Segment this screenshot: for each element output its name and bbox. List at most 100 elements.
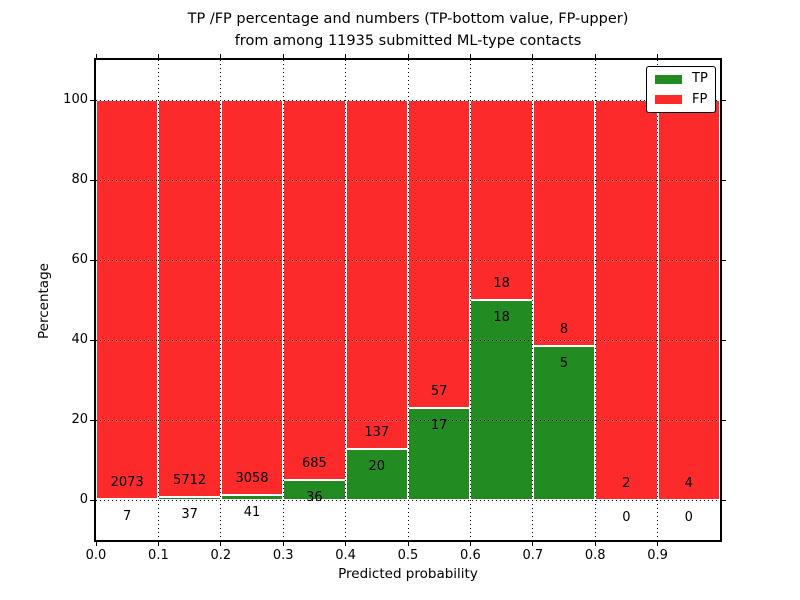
x-tick-top	[157, 54, 159, 58]
bar-segment-fp	[470, 100, 533, 300]
fp-count-label: 2	[622, 476, 631, 491]
y-tick-left	[90, 419, 94, 421]
tp-count-label: 20	[368, 459, 386, 475]
x-tick-bottom	[282, 542, 284, 546]
x-tick-bottom	[95, 542, 97, 546]
x-tick-label: 0.8	[584, 548, 606, 563]
tp-count-label: 36	[306, 490, 323, 506]
bar-segment-tp	[283, 480, 346, 500]
plot-area: 2073 7 5712 37 3058 41 685 36 137 20 57 17 18 18 8 5 2 0 4…	[94, 58, 722, 542]
fp-count-label: 3058	[235, 470, 269, 486]
x-tick-bottom	[407, 542, 409, 546]
tp-count-label: 0	[684, 510, 693, 525]
x-tick-bottom	[345, 542, 347, 546]
x-tick-top	[220, 54, 222, 58]
x-tick-label: 0.0	[85, 548, 107, 563]
y-tick-label: 40	[71, 332, 88, 347]
horizontal-gridline	[96, 179, 720, 181]
x-tick-top	[95, 54, 97, 58]
vertical-gridline	[594, 60, 596, 540]
tp-count-label: 37	[181, 507, 198, 523]
x-tick-label: 0.3	[272, 548, 294, 563]
x-tick-bottom	[594, 542, 596, 546]
bar-segment-fp	[283, 100, 346, 481]
bar-segment-tp	[470, 300, 533, 500]
tp-count-label: 41	[243, 504, 261, 520]
x-tick-label: 0.1	[148, 548, 169, 563]
legend-item-label: FP	[692, 91, 708, 107]
x-tick-top	[657, 54, 659, 58]
x-tick-bottom	[657, 542, 659, 546]
y-tick-right	[722, 499, 726, 501]
legend-item-tp: TP	[647, 71, 715, 87]
legend-item-fp: FP	[647, 92, 715, 108]
tp-count-label: 17	[430, 418, 448, 434]
fp-count-label: 137	[364, 425, 390, 441]
y-tick-right	[722, 339, 726, 341]
fp-count-label: 8	[559, 322, 569, 338]
y-tick-right	[722, 419, 726, 421]
bar-segment-fp	[657, 100, 720, 500]
x-tick-bottom	[157, 542, 159, 546]
x-axis-label: Predicted probability	[338, 566, 478, 582]
x-tick-top	[407, 54, 409, 58]
tp-count-label: 18	[493, 310, 510, 325]
y-tick-left	[90, 499, 94, 501]
bar-segment-tp	[408, 408, 471, 500]
bar-segment-fp	[345, 100, 408, 450]
bar-segment-fp	[158, 100, 221, 498]
x-tick-label: 0.4	[335, 548, 356, 563]
y-tick-label: 20	[71, 412, 88, 427]
vertical-gridline	[532, 60, 534, 540]
vertical-gridline	[469, 60, 471, 540]
y-tick-label: 100	[63, 92, 88, 107]
legend-item-label: TP	[692, 71, 708, 87]
y-tick-right	[722, 259, 726, 261]
bar-segment-fp	[595, 100, 658, 500]
chart-title-line1: TP /FP percentage and numbers (TP-bottom…	[187, 11, 629, 27]
y-tick-label: 0	[79, 492, 88, 507]
horizontal-gridline	[96, 99, 720, 101]
horizontal-gridline	[96, 259, 720, 261]
x-tick-label: 0.9	[647, 548, 668, 563]
fp-swatch-icon	[655, 95, 682, 105]
x-tick-bottom	[532, 542, 534, 546]
y-tick-left	[90, 259, 94, 261]
bar-segment-tp	[220, 494, 284, 500]
fp-count-label: 18	[493, 276, 510, 291]
tp-swatch-icon	[655, 74, 682, 84]
y-tick-left	[90, 99, 94, 101]
x-tick-bottom	[469, 542, 471, 546]
fp-count-label: 5712	[173, 473, 207, 489]
x-tick-top	[345, 54, 347, 58]
y-tick-label: 80	[71, 172, 88, 187]
x-tick-top	[282, 54, 284, 58]
fp-count-label: 685	[301, 456, 327, 472]
bar-segment-fp	[408, 100, 471, 409]
vertical-gridline	[657, 60, 659, 540]
fp-count-label: 57	[430, 384, 448, 400]
bar-segment-tp	[345, 449, 408, 500]
fp-count-label: 2073	[110, 474, 144, 490]
vertical-gridline	[407, 60, 409, 540]
x-tick-label: 0.2	[210, 548, 232, 563]
vertical-gridline	[282, 60, 284, 540]
fp-count-label: 4	[684, 476, 693, 491]
vertical-gridline	[220, 60, 222, 540]
y-tick-left	[90, 339, 94, 341]
x-tick-top	[594, 54, 596, 58]
tp-count-label: 7	[123, 508, 132, 524]
x-tick-label: 0.7	[522, 548, 544, 563]
bar-segment-tp	[532, 346, 596, 500]
horizontal-gridline	[96, 499, 720, 501]
y-tick-label: 60	[71, 252, 88, 267]
bar-segment-fp	[96, 100, 159, 499]
tp-count-label: 0	[622, 510, 631, 525]
x-tick-bottom	[220, 542, 222, 546]
horizontal-gridline	[96, 419, 720, 421]
y-tick-left	[90, 179, 94, 181]
y-tick-right	[722, 179, 726, 181]
horizontal-gridline	[96, 339, 720, 341]
legend: TP FP	[646, 66, 716, 113]
vertical-gridline	[157, 60, 159, 540]
